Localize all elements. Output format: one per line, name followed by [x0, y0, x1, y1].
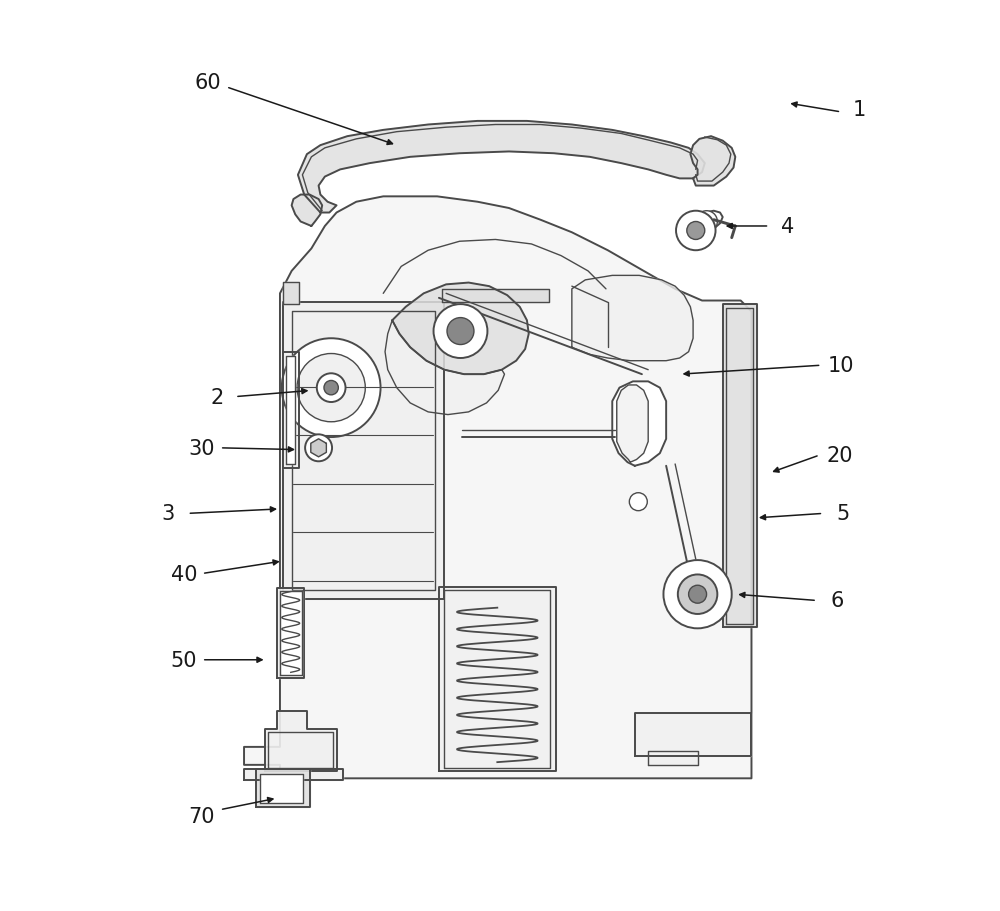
Polygon shape	[385, 321, 504, 415]
Polygon shape	[277, 589, 304, 678]
Circle shape	[297, 354, 365, 423]
Text: 2: 2	[210, 387, 224, 407]
Polygon shape	[298, 122, 705, 213]
Polygon shape	[280, 591, 302, 675]
Polygon shape	[283, 353, 299, 469]
Polygon shape	[256, 770, 310, 807]
Polygon shape	[635, 713, 751, 756]
Circle shape	[312, 442, 325, 455]
Polygon shape	[392, 283, 529, 374]
Text: 4: 4	[781, 217, 794, 237]
Circle shape	[324, 381, 338, 395]
Text: 6: 6	[830, 591, 843, 610]
Polygon shape	[572, 276, 693, 362]
Polygon shape	[612, 382, 666, 466]
Text: 20: 20	[826, 445, 853, 466]
Circle shape	[282, 339, 381, 437]
Polygon shape	[311, 439, 326, 457]
Circle shape	[687, 222, 705, 241]
Circle shape	[696, 211, 717, 233]
Circle shape	[629, 493, 647, 511]
Circle shape	[305, 435, 332, 462]
Text: 70: 70	[189, 806, 215, 826]
Circle shape	[447, 318, 474, 345]
Circle shape	[317, 374, 346, 403]
Circle shape	[306, 435, 331, 461]
Polygon shape	[292, 195, 322, 227]
Text: 40: 40	[171, 564, 197, 584]
Text: 3: 3	[161, 504, 174, 524]
Polygon shape	[648, 752, 698, 765]
Polygon shape	[260, 774, 303, 803]
Text: 30: 30	[189, 438, 215, 458]
Polygon shape	[283, 303, 444, 599]
Polygon shape	[723, 305, 757, 628]
Text: 50: 50	[171, 650, 197, 670]
Polygon shape	[439, 588, 556, 772]
Circle shape	[678, 575, 717, 614]
Polygon shape	[244, 770, 343, 780]
Circle shape	[663, 560, 732, 629]
Circle shape	[689, 586, 707, 603]
Circle shape	[676, 211, 716, 251]
Polygon shape	[265, 711, 337, 772]
Polygon shape	[283, 282, 299, 305]
Polygon shape	[693, 211, 723, 233]
Text: 1: 1	[853, 100, 866, 120]
Text: 60: 60	[195, 73, 221, 93]
Polygon shape	[617, 385, 648, 463]
Polygon shape	[442, 290, 549, 303]
Polygon shape	[244, 197, 751, 779]
Text: 10: 10	[828, 356, 855, 375]
Text: 5: 5	[836, 504, 850, 524]
Polygon shape	[286, 357, 295, 465]
Circle shape	[631, 495, 645, 509]
Polygon shape	[690, 137, 735, 187]
Circle shape	[434, 305, 487, 359]
